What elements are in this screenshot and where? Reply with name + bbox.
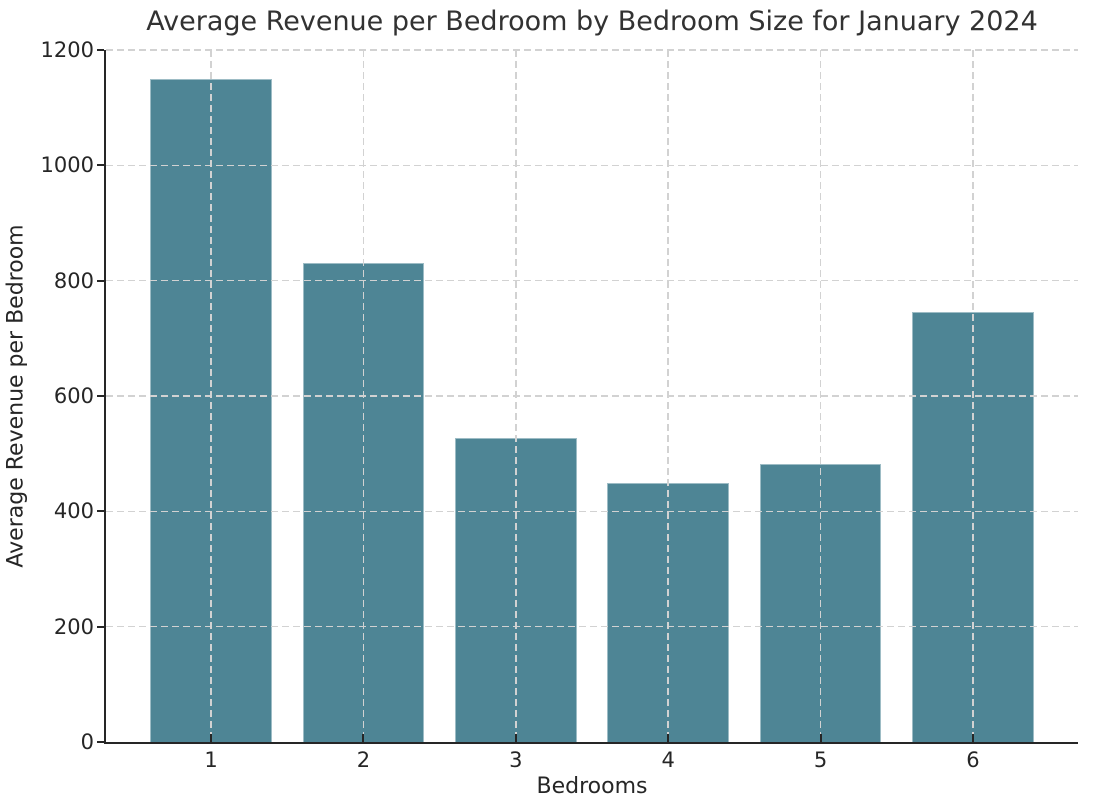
x-tick-label: 5 xyxy=(813,748,828,772)
x-gridline xyxy=(819,50,822,742)
y-gridline xyxy=(106,279,1078,282)
x-tick-label: 4 xyxy=(661,748,675,772)
x-tick-mark xyxy=(514,734,517,742)
y-gridline xyxy=(106,510,1078,513)
y-gridline xyxy=(106,625,1078,628)
y-tick-mark xyxy=(97,625,104,628)
x-axis-label: Bedrooms xyxy=(536,774,648,799)
x-tick-mark xyxy=(210,734,213,742)
x-gridline xyxy=(667,50,669,742)
y-tick-label: 600 xyxy=(53,384,94,408)
y-tick-mark xyxy=(97,510,104,513)
x-tick-label: 1 xyxy=(204,748,218,772)
y-axis-spine xyxy=(104,50,106,742)
x-gridline xyxy=(972,50,974,742)
y-tick-mark xyxy=(97,395,104,397)
y-tick-label: 1200 xyxy=(40,38,94,62)
x-axis-spine xyxy=(104,742,1078,744)
x-tick-mark xyxy=(819,734,822,742)
y-gridline xyxy=(106,49,1078,51)
y-tick-label: 800 xyxy=(53,268,94,293)
x-gridline xyxy=(515,50,517,742)
x-tick-label: 6 xyxy=(966,748,980,772)
x-tick-mark xyxy=(362,734,365,742)
x-gridline xyxy=(362,50,365,742)
y-tick-mark xyxy=(97,49,104,51)
y-tick-label: 0 xyxy=(80,730,94,754)
y-gridline xyxy=(106,395,1078,397)
x-tick-mark xyxy=(971,734,974,742)
x-gridline xyxy=(210,50,212,742)
x-tick-mark xyxy=(667,734,670,742)
y-tick-mark xyxy=(97,164,104,167)
y-tick-label: 1000 xyxy=(40,153,94,178)
y-tick-label: 200 xyxy=(53,614,94,639)
y-gridline xyxy=(106,164,1078,167)
x-tick-label: 3 xyxy=(509,748,523,772)
y-tick-label: 400 xyxy=(53,499,94,524)
chart-title: Average Revenue per Bedroom by Bedroom S… xyxy=(146,6,1038,37)
x-tick-label: 2 xyxy=(356,748,371,772)
y-tick-mark xyxy=(97,741,104,743)
y-tick-mark xyxy=(97,279,104,282)
plot-area xyxy=(104,49,1078,744)
